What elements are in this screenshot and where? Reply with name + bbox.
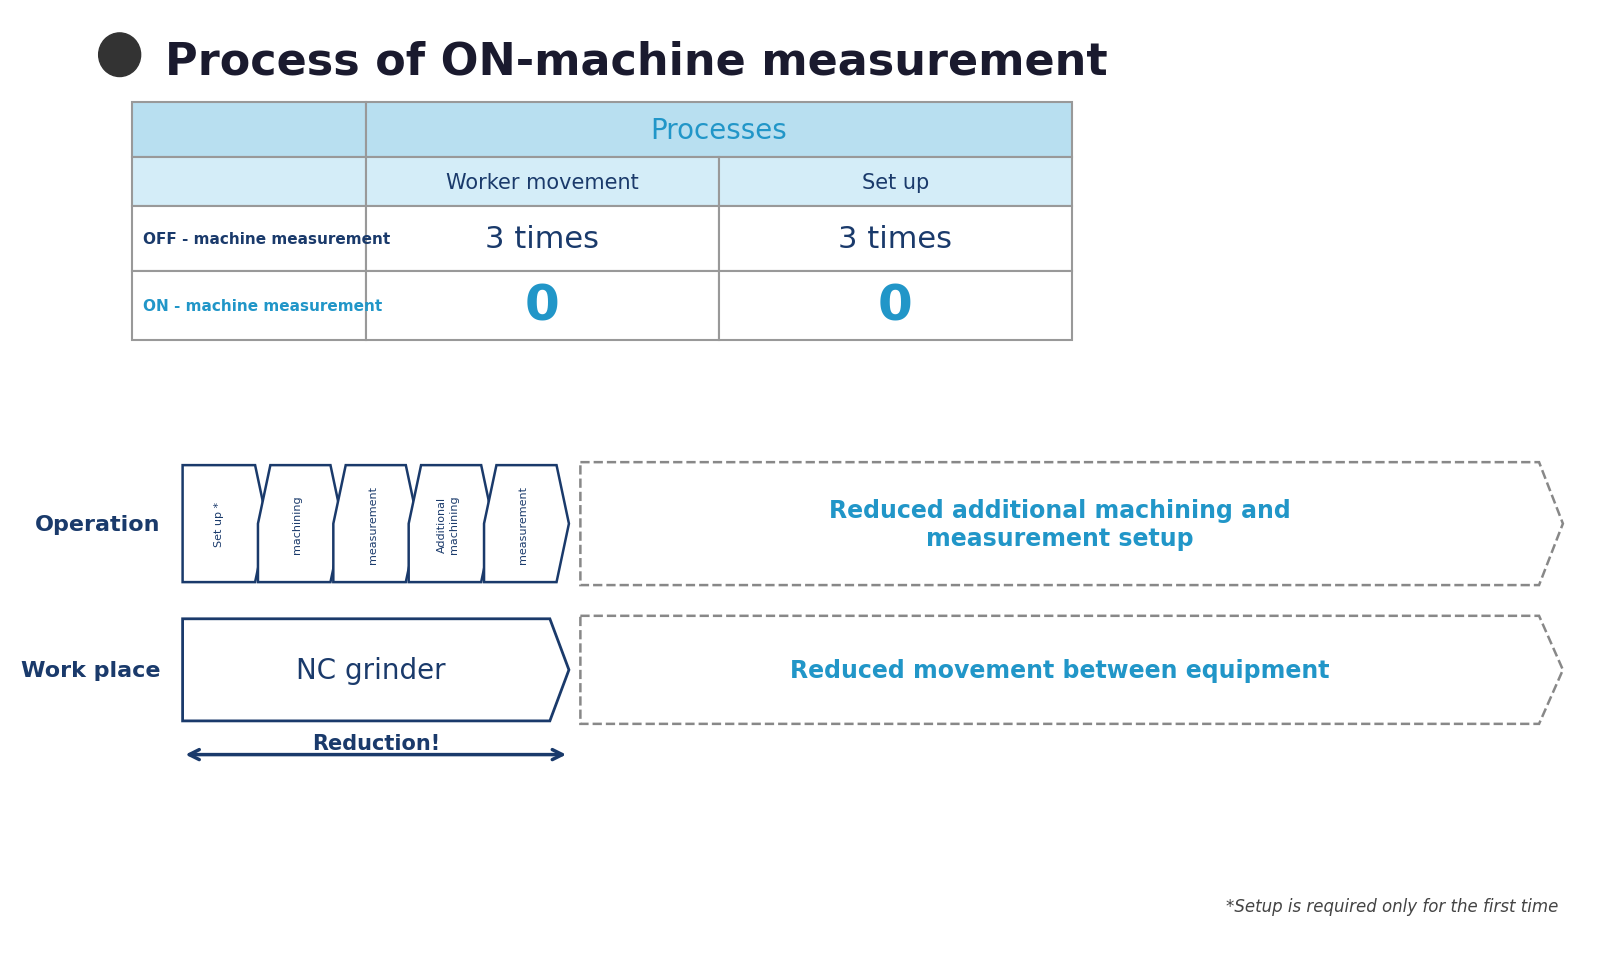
- Text: OFF - machine measurement: OFF - machine measurement: [143, 232, 391, 247]
- Text: ON - machine measurement: ON - machine measurement: [143, 299, 383, 313]
- Text: 3 times: 3 times: [839, 225, 952, 254]
- Text: Worker movement: Worker movement: [446, 172, 639, 192]
- Text: Operation: Operation: [35, 514, 161, 534]
- Bar: [132, 272, 365, 341]
- Text: Additional
machining: Additional machining: [438, 495, 459, 554]
- Text: Set up *: Set up *: [214, 502, 224, 547]
- Text: Reduction!: Reduction!: [312, 733, 440, 752]
- Bar: [365, 208, 718, 272]
- Bar: [132, 208, 365, 272]
- Text: Set up: Set up: [861, 172, 929, 192]
- Bar: [132, 103, 365, 158]
- Text: Reduced additional machining and
measurement setup: Reduced additional machining and measure…: [829, 498, 1291, 550]
- Text: measurement: measurement: [518, 485, 528, 563]
- Bar: [365, 103, 1072, 158]
- Bar: [718, 158, 1072, 208]
- Bar: [365, 158, 718, 208]
- Bar: [132, 158, 365, 208]
- Text: 3 times: 3 times: [485, 225, 599, 254]
- Bar: [718, 272, 1072, 341]
- Text: Reduced movement between equipment: Reduced movement between equipment: [791, 658, 1330, 682]
- Text: *Setup is required only for the first time: *Setup is required only for the first ti…: [1225, 898, 1558, 915]
- Polygon shape: [409, 466, 494, 582]
- Circle shape: [98, 34, 140, 78]
- Polygon shape: [485, 466, 568, 582]
- Polygon shape: [258, 466, 343, 582]
- Text: Work place: Work place: [21, 660, 161, 680]
- Bar: [718, 208, 1072, 272]
- Polygon shape: [182, 466, 267, 582]
- Polygon shape: [333, 466, 419, 582]
- Bar: [365, 272, 718, 341]
- Text: 0: 0: [525, 283, 560, 331]
- Text: 0: 0: [877, 283, 913, 331]
- Text: Process of ON-machine measurement: Process of ON-machine measurement: [166, 40, 1108, 83]
- Polygon shape: [580, 616, 1563, 725]
- Text: Processes: Processes: [650, 116, 787, 144]
- Polygon shape: [182, 619, 568, 721]
- Text: NC grinder: NC grinder: [296, 656, 446, 684]
- Text: machining: machining: [293, 495, 303, 554]
- Polygon shape: [580, 462, 1563, 585]
- Text: measurement: measurement: [367, 485, 378, 563]
